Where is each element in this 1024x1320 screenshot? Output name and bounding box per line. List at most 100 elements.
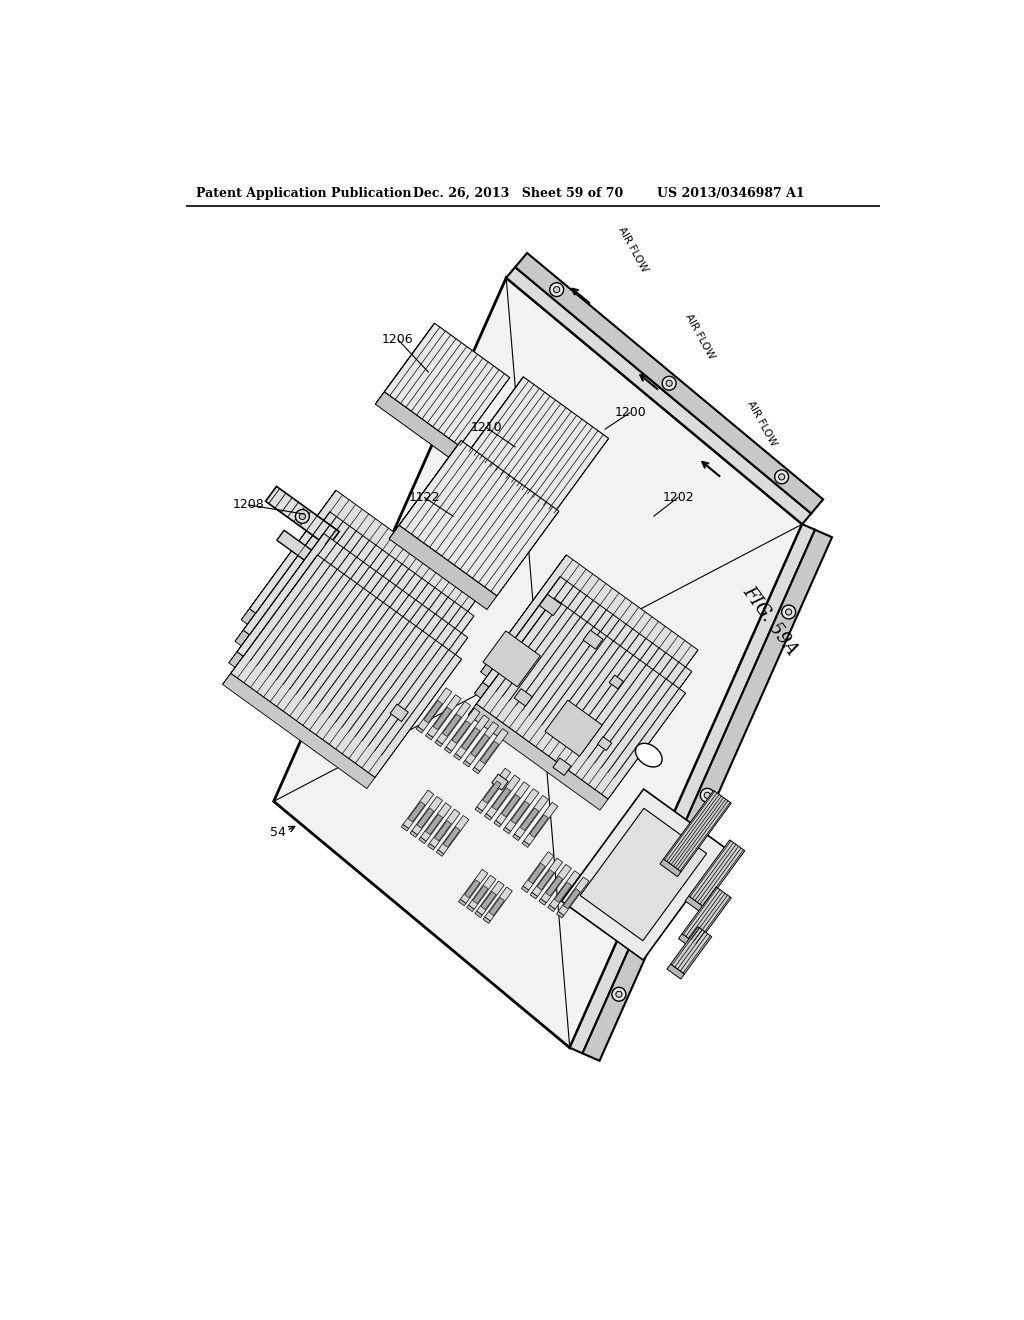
Polygon shape [476, 598, 686, 799]
Text: Patent Application Publication: Patent Application Publication [197, 187, 412, 199]
Polygon shape [483, 917, 490, 924]
Text: AIR FLOW: AIR FLOW [683, 312, 716, 360]
Polygon shape [436, 701, 471, 744]
Polygon shape [426, 814, 442, 834]
Polygon shape [459, 376, 523, 466]
Polygon shape [481, 891, 497, 909]
Polygon shape [520, 808, 539, 830]
Polygon shape [276, 531, 328, 572]
Circle shape [775, 470, 788, 484]
Polygon shape [424, 701, 442, 723]
Polygon shape [384, 323, 510, 446]
Polygon shape [273, 277, 802, 1048]
Polygon shape [228, 652, 381, 767]
Polygon shape [482, 577, 692, 777]
Polygon shape [528, 863, 545, 883]
Text: US 2013/0346987 A1: US 2013/0346987 A1 [656, 187, 804, 199]
Polygon shape [452, 721, 470, 743]
Polygon shape [389, 441, 461, 539]
Polygon shape [563, 888, 581, 909]
Polygon shape [399, 441, 559, 595]
Circle shape [554, 286, 560, 293]
Polygon shape [477, 768, 511, 810]
Polygon shape [488, 554, 698, 756]
Polygon shape [546, 876, 563, 896]
Polygon shape [475, 911, 482, 917]
Polygon shape [489, 898, 505, 916]
Polygon shape [685, 896, 703, 912]
Polygon shape [569, 524, 815, 1053]
Text: 1206: 1206 [382, 333, 414, 346]
Polygon shape [429, 809, 460, 847]
Polygon shape [514, 689, 532, 706]
Polygon shape [443, 826, 460, 847]
Text: 1208: 1208 [232, 499, 264, 511]
Polygon shape [469, 875, 496, 909]
Polygon shape [480, 741, 499, 764]
Polygon shape [265, 486, 339, 546]
Polygon shape [505, 788, 539, 832]
Polygon shape [502, 795, 520, 817]
Polygon shape [469, 376, 608, 513]
Polygon shape [679, 933, 697, 949]
Polygon shape [389, 525, 497, 610]
Polygon shape [390, 704, 409, 722]
Circle shape [612, 987, 626, 1001]
Polygon shape [403, 791, 434, 829]
Polygon shape [468, 598, 554, 715]
Polygon shape [467, 906, 474, 912]
Polygon shape [541, 865, 571, 903]
Polygon shape [236, 512, 330, 642]
Polygon shape [530, 892, 538, 899]
Circle shape [778, 474, 784, 480]
Polygon shape [468, 704, 608, 810]
Polygon shape [483, 631, 541, 686]
Polygon shape [514, 796, 549, 838]
Polygon shape [583, 630, 603, 649]
Polygon shape [476, 880, 504, 915]
Polygon shape [515, 253, 823, 513]
Polygon shape [597, 737, 611, 751]
Polygon shape [244, 512, 474, 734]
Polygon shape [539, 899, 547, 906]
Polygon shape [545, 700, 602, 756]
Polygon shape [558, 876, 589, 915]
Polygon shape [412, 796, 442, 834]
Polygon shape [444, 747, 452, 754]
Polygon shape [689, 840, 744, 907]
Polygon shape [506, 267, 811, 524]
Polygon shape [473, 886, 488, 904]
Polygon shape [484, 813, 492, 820]
Polygon shape [401, 825, 409, 832]
Polygon shape [583, 529, 833, 1061]
Polygon shape [433, 708, 452, 730]
Polygon shape [667, 964, 684, 979]
Polygon shape [529, 814, 548, 837]
Text: Dec. 26, 2013  Sheet 59 of 70: Dec. 26, 2013 Sheet 59 of 70 [414, 187, 624, 199]
Polygon shape [461, 870, 487, 903]
Text: 54: 54 [269, 825, 286, 838]
Polygon shape [494, 821, 502, 828]
Polygon shape [486, 775, 520, 817]
Polygon shape [456, 715, 489, 758]
Circle shape [299, 513, 305, 520]
Circle shape [666, 380, 672, 387]
Polygon shape [459, 899, 466, 906]
Polygon shape [484, 887, 512, 921]
Polygon shape [482, 781, 501, 804]
Polygon shape [426, 733, 433, 739]
Polygon shape [230, 554, 462, 777]
Text: 1122: 1122 [409, 491, 439, 504]
Polygon shape [472, 767, 480, 774]
Polygon shape [550, 871, 581, 909]
Polygon shape [521, 886, 528, 892]
Polygon shape [236, 630, 387, 746]
Polygon shape [480, 554, 566, 672]
Polygon shape [242, 609, 393, 723]
Polygon shape [513, 834, 520, 841]
Polygon shape [493, 788, 511, 810]
Polygon shape [492, 774, 508, 791]
Polygon shape [474, 729, 508, 771]
Polygon shape [465, 722, 499, 764]
Polygon shape [416, 726, 424, 733]
